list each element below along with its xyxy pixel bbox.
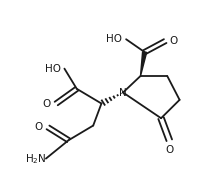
Text: $\rm H_2N$: $\rm H_2N$	[25, 152, 46, 166]
Text: O: O	[169, 36, 177, 46]
Text: N: N	[119, 88, 126, 97]
Text: O: O	[43, 99, 51, 109]
Text: O: O	[34, 122, 43, 132]
Text: HO: HO	[45, 64, 61, 74]
Text: O: O	[164, 145, 173, 155]
Polygon shape	[140, 52, 146, 76]
Text: HO: HO	[105, 34, 121, 44]
